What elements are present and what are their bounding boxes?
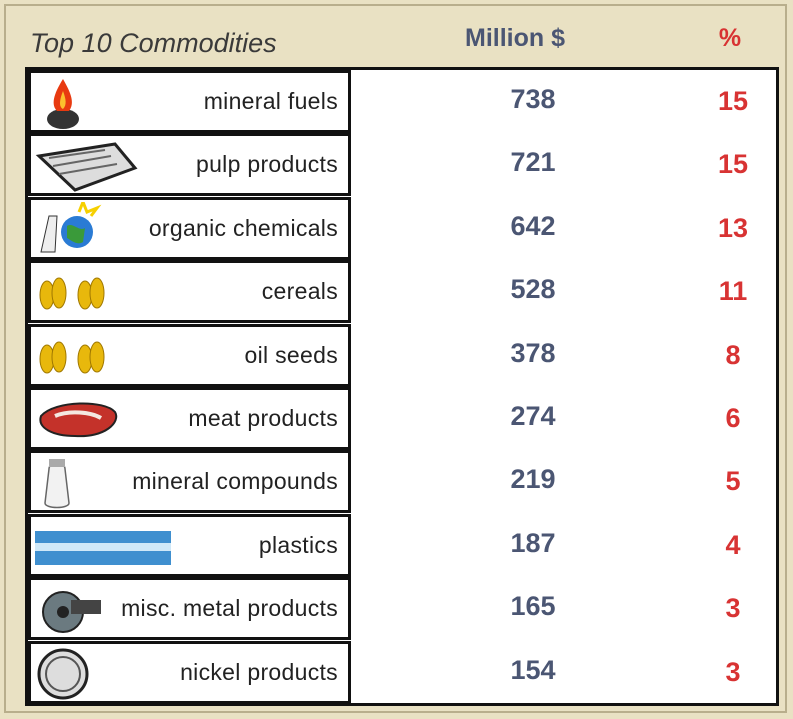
frame <box>4 4 787 713</box>
commodity-cell: organic chemicals <box>28 196 351 260</box>
commodity-cell: mineral compounds <box>28 450 351 514</box>
commodity-cell: oil seeds <box>28 323 351 387</box>
title: Top 10 Commodities <box>30 28 277 58</box>
table: mineral fuels 738 15 pulp products 721 15 orga… <box>25 67 779 706</box>
value: 219 <box>510 464 556 495</box>
percent: 5 <box>725 466 741 497</box>
commodity-icon <box>35 530 171 565</box>
commodity-name: cereals <box>261 278 338 305</box>
value: 187 <box>510 527 556 558</box>
commodity-icon <box>39 341 105 374</box>
commodity-cell: plastics <box>28 513 351 577</box>
commodity-name: nickel products <box>180 658 338 685</box>
value: 738 <box>510 84 556 114</box>
commodity-cell: nickel products <box>28 640 351 704</box>
commodity-name: pulp products <box>196 151 338 178</box>
commodity-icon <box>44 459 70 509</box>
commodity-name: oil seeds <box>244 341 338 368</box>
value: 378 <box>510 337 556 368</box>
commodity-name: misc. metal products <box>121 595 338 622</box>
value: 528 <box>510 274 556 305</box>
commodity-cell: misc. metal products <box>28 577 351 641</box>
value: 642 <box>510 210 556 241</box>
commodity-cell: meat products <box>28 387 351 450</box>
commodity-cell: cereals <box>28 260 351 324</box>
value: 154 <box>510 654 556 685</box>
commodity-icon <box>35 142 138 193</box>
commodity-name: plastics <box>258 531 338 558</box>
percent: 15 <box>717 86 749 116</box>
commodity-icon <box>39 402 118 438</box>
commodity-name: meat products <box>188 405 338 431</box>
percent: 3 <box>725 593 741 624</box>
commodity-name: mineral compounds <box>132 468 338 495</box>
percent: 11 <box>718 276 748 307</box>
percent-heading: % <box>718 24 742 52</box>
commodity-cell: pulp products <box>28 133 351 197</box>
commodity-icon <box>37 648 89 700</box>
commodity-icon <box>39 277 105 310</box>
value: 165 <box>510 591 556 622</box>
value: 274 <box>510 401 556 431</box>
percent: 4 <box>725 529 741 560</box>
commodity-icon <box>47 79 79 129</box>
commodity-icon <box>40 201 102 253</box>
commodity-icon <box>42 591 101 634</box>
percent: 15 <box>717 149 749 180</box>
percent: 6 <box>725 403 741 433</box>
percent: 3 <box>725 656 741 687</box>
commodity-name: mineral fuels <box>203 88 338 114</box>
percent: 13 <box>717 212 749 243</box>
value-heading: Million $ <box>465 24 565 52</box>
commodity-cell: mineral fuels <box>28 70 351 133</box>
commodity-name: organic chemicals <box>148 214 338 241</box>
value: 721 <box>510 147 556 178</box>
percent: 8 <box>725 339 741 370</box>
